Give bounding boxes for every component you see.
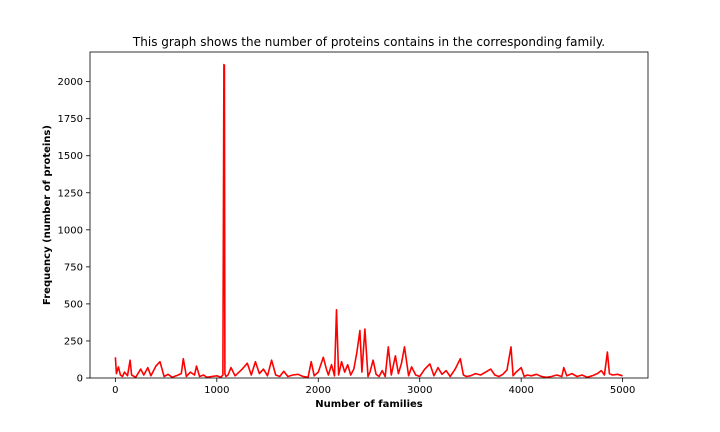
y-tick-label: 500 — [64, 299, 83, 310]
y-tick-label: 1000 — [58, 225, 83, 236]
x-tick-label: 0 — [112, 385, 118, 396]
y-tick-label: 750 — [64, 262, 83, 273]
series-line-0 — [114, 63, 623, 379]
plot-frame — [89, 51, 649, 379]
x-tick-label: 3000 — [407, 385, 432, 396]
y-tick-label: 1500 — [58, 151, 83, 162]
y-tick-label: 1750 — [58, 114, 83, 125]
chart-title: This graph shows the number of proteins … — [132, 35, 605, 49]
y-tick-label: 2000 — [58, 77, 83, 88]
y-tick-label: 0 — [77, 374, 83, 385]
y-tick-label: 1250 — [58, 188, 83, 199]
x-tick-label: 1000 — [204, 385, 229, 396]
plot-area: 0 1000 2000 3000 4000 5000 0 250 500 750 1000 1250 1… — [58, 51, 649, 396]
x-axis-label: Number of families — [315, 399, 423, 410]
x-tick-label: 2000 — [306, 385, 331, 396]
x-tick-label: 5000 — [610, 385, 635, 396]
y-axis-label: Frequency (number of proteins) — [42, 125, 53, 305]
x-tick-label: 4000 — [508, 385, 533, 396]
y-tick-label: 250 — [64, 336, 83, 347]
